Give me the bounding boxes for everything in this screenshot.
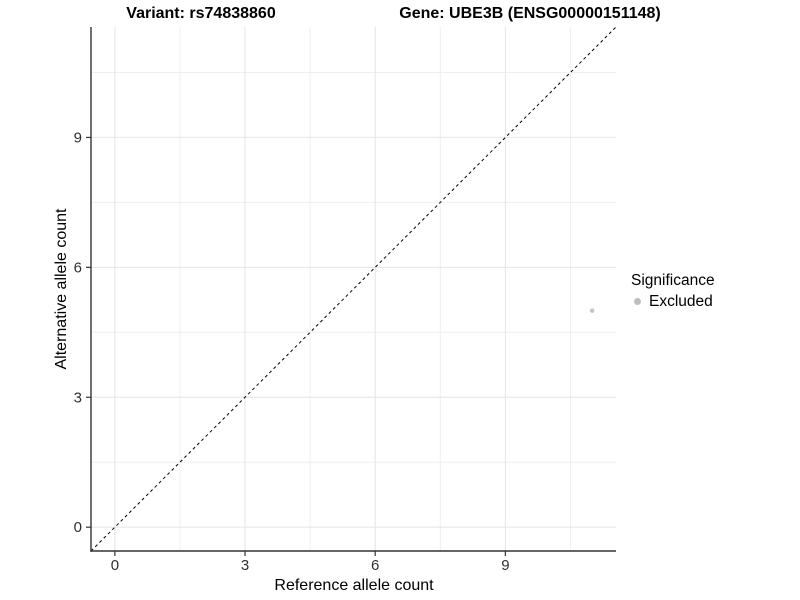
legend: Significance Excluded — [631, 271, 715, 311]
legend-entry-label: Excluded — [649, 293, 713, 310]
y-tick-label: 6 — [74, 259, 82, 276]
x-tick-label: 6 — [371, 557, 379, 574]
y-tick-label: 9 — [74, 129, 82, 146]
x-tick-label: 0 — [111, 557, 119, 574]
x-tick-label: 3 — [241, 557, 249, 574]
y-tick-label: 0 — [74, 519, 82, 536]
x-tick-label: 9 — [501, 557, 509, 574]
legend-point-icon — [634, 298, 641, 305]
plot-title-variant: Variant: rs74838860 — [126, 5, 276, 22]
legend-entry-excluded: Excluded — [631, 292, 715, 311]
data-point — [589, 308, 595, 313]
y-axis-title: Alternative allele count — [53, 208, 70, 370]
legend-title: Significance — [631, 272, 715, 289]
x-axis-title: Reference allele count — [274, 577, 434, 594]
identity-dashed-line — [90, 26, 617, 552]
plot-title-gene: Gene: UBE3B (ENSG00000151148) — [399, 5, 661, 22]
y-tick-label: 3 — [74, 389, 82, 406]
